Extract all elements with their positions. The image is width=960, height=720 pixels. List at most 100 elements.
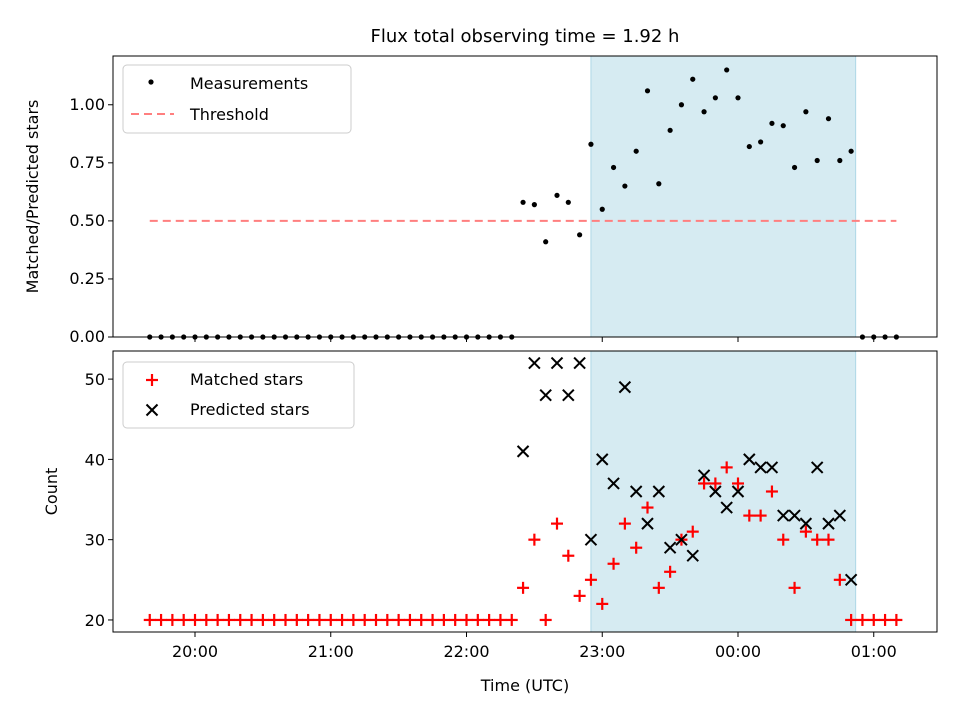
matched-star-point: [381, 613, 394, 626]
matched-star-point: [799, 525, 812, 538]
matched-star-point: [358, 613, 371, 626]
bottom-highlight-span: [590, 350, 857, 633]
measurement-point: [803, 109, 809, 115]
predicted-star-point: [788, 509, 801, 522]
matched-star-point: [460, 613, 473, 626]
predicted-star-point: [810, 461, 824, 474]
measurement-point: [780, 123, 786, 129]
measurement-point: [610, 164, 617, 171]
matched-star-point: [743, 509, 756, 522]
measurement-point: [758, 139, 764, 145]
matched-star-point: [166, 613, 179, 626]
matched-stars-legend-marker: [146, 374, 158, 386]
measurement-point: [599, 206, 605, 212]
matched-stars-legend-label: Matched stars: [190, 370, 303, 389]
measurement-point: [588, 141, 594, 147]
matched-star-point: [698, 477, 711, 490]
matched-star-point: [528, 533, 541, 546]
matched-star-point: [437, 613, 450, 626]
bottom-y-tick-label: 30: [85, 531, 105, 550]
predicted-star-point: [584, 533, 598, 546]
predicted-star-point: [720, 501, 733, 514]
matched-star-point: [686, 525, 699, 538]
bottom-x-tick-label: 22:00: [443, 642, 489, 661]
bottom-x-tick-label: 01:00: [851, 642, 897, 661]
matched-star-point: [268, 613, 281, 626]
matched-star-point: [562, 549, 575, 562]
predicted-star-point: [663, 541, 677, 554]
matched-star-point: [664, 565, 677, 578]
measurement-point: [554, 192, 560, 198]
predicted-star-point: [562, 388, 575, 402]
matched-star-point: [222, 613, 235, 626]
matched-star-point: [483, 613, 496, 626]
measurement-point: [769, 120, 775, 126]
matched-star-point: [845, 613, 858, 626]
matched-star-point: [607, 557, 620, 570]
measurement-point: [531, 202, 537, 208]
matched-star-point: [211, 613, 224, 626]
measurement-point: [690, 76, 696, 82]
predicted-star-point: [573, 356, 586, 370]
top-highlight-span: [590, 55, 857, 338]
matched-star-point: [709, 477, 722, 490]
matched-star-point: [765, 485, 778, 498]
measurement-point: [837, 157, 843, 164]
matched-star-point: [788, 581, 801, 594]
predicted-star-point: [528, 356, 541, 370]
predicted-star-point: [799, 517, 813, 530]
predicted-star-point: [675, 533, 688, 546]
measurement-point: [724, 67, 730, 73]
matched-star-point: [155, 613, 168, 626]
matched-star-point: [720, 461, 733, 474]
matched-star-point: [471, 613, 484, 626]
x-axis-label: Time (UTC): [480, 676, 569, 695]
bottom-y-tick-label: 50: [85, 370, 105, 389]
predicted-star-point: [686, 549, 699, 562]
predicted-star-point: [618, 380, 632, 394]
bottom-x-tick-label: 20:00: [172, 642, 218, 661]
predicted-star-point: [709, 485, 722, 498]
matched-star-point: [754, 509, 767, 522]
predicted-star-point: [844, 573, 858, 587]
matched-star-point: [630, 541, 643, 554]
bottom-y-axis-label: Count: [42, 468, 61, 516]
top-y-ticks: 0.00 0.25 0.50 0.75 1.00: [69, 95, 113, 346]
matched-star-point: [879, 613, 892, 626]
matched-star-point: [415, 613, 428, 626]
bottom-y-tick-label: 20: [85, 611, 105, 630]
bottom-axes-frame: [112, 350, 938, 633]
bottom-legend-box: [122, 361, 355, 429]
matched-star-point: [256, 613, 269, 626]
matched-star-point: [403, 613, 416, 626]
matched-star-point: [517, 581, 530, 594]
matched-star-point: [551, 517, 563, 530]
predicted-star-point: [596, 453, 609, 466]
predicted-star-point: [731, 485, 745, 498]
matched-star-point: [200, 613, 213, 626]
measurement-point: [825, 116, 832, 122]
bottom-y-tick-label: 40: [85, 450, 105, 469]
bottom-legend: Matched stars Predicted stars: [122, 361, 355, 429]
matched-star-point: [652, 581, 665, 594]
matched-star-point: [336, 613, 349, 626]
top-x-ticks: [194, 337, 875, 342]
top-y-tick-label: 0.75: [69, 153, 105, 172]
top-y-tick-label: 1.00: [69, 95, 105, 114]
matched-star-point: [426, 613, 439, 626]
predicted-star-point: [765, 461, 779, 474]
matched-star-point: [302, 613, 315, 626]
predicted-star-point: [652, 485, 666, 498]
chart-title: Flux total observing time = 1.92 h: [371, 26, 680, 47]
matched-star-point: [811, 533, 824, 546]
matched-star-point: [867, 613, 880, 626]
predicted-star-point: [833, 509, 847, 522]
matched-star-point: [596, 597, 609, 610]
measurements-legend-label: Measurements: [190, 74, 308, 93]
matched-star-point: [618, 517, 631, 530]
top-y-axis-label: Matched/Predicted stars: [23, 100, 42, 294]
matched-star-point: [313, 613, 326, 626]
top-y-tick-label: 0.25: [69, 269, 105, 288]
measurement-point: [633, 148, 639, 154]
